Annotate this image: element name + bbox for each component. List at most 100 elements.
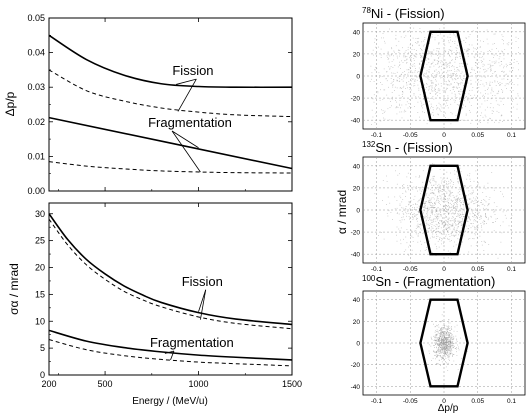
scatter-point: [440, 365, 441, 366]
scatter-point: [465, 37, 467, 39]
scatter-point: [438, 355, 440, 356]
scatter-point: [458, 221, 460, 223]
scatter-point: [507, 44, 509, 46]
scatter-point: [420, 228, 421, 230]
scatter-point: [442, 356, 443, 358]
scatter-point: [445, 224, 446, 226]
scatter-point: [450, 337, 452, 339]
scatter-point: [430, 229, 432, 231]
scatter-point: [457, 78, 458, 79]
scatter-point: [467, 174, 468, 176]
scatter-point: [439, 238, 440, 240]
scatter-point: [433, 198, 435, 200]
scatter-point: [461, 218, 463, 219]
scatter-point: [459, 55, 461, 57]
scatter-point: [455, 118, 457, 119]
scatter-point: [419, 69, 421, 71]
scatter-point: [429, 192, 431, 194]
scatter-point: [417, 234, 419, 236]
scatter-point: [427, 224, 429, 226]
scatter-point: [499, 56, 501, 58]
scatter-point: [450, 73, 452, 75]
scatter-point: [480, 202, 482, 203]
scatter-point: [371, 72, 373, 74]
scatter-point: [409, 30, 410, 32]
scatter-point: [396, 101, 397, 103]
scatter-point: [450, 352, 452, 354]
scatter-point: [483, 220, 485, 222]
scatter-point: [448, 49, 450, 50]
scatter-point: [476, 66, 478, 68]
scatter-point: [445, 211, 447, 212]
scatter-point: [453, 197, 455, 199]
scatter-point: [404, 209, 406, 211]
scatter-point: [465, 206, 466, 208]
scatter-point: [402, 62, 404, 63]
scatter-point: [448, 190, 450, 192]
scatter-point: [428, 50, 430, 52]
scatter-point: [418, 177, 420, 178]
scatter-point: [442, 340, 443, 342]
scatter-point: [447, 350, 449, 351]
scatter-point: [476, 236, 478, 238]
scatter-point: [476, 227, 478, 229]
scatter-point: [455, 86, 457, 88]
scatter-point: [425, 205, 426, 207]
scatter-point: [411, 205, 412, 206]
scatter-point: [440, 214, 442, 216]
scatter-point: [455, 234, 457, 236]
scatter-point: [429, 43, 430, 44]
scatter-point: [456, 201, 457, 203]
ytick-label: 25: [35, 236, 45, 246]
scatter-point: [437, 240, 439, 242]
scatter-point: [492, 95, 493, 96]
scatter-point: [450, 353, 451, 354]
scatter-point: [455, 224, 457, 226]
scatter-point: [414, 79, 416, 81]
scatter-point: [411, 235, 413, 237]
scatter-point: [509, 64, 511, 65]
scatter-point: [424, 37, 426, 38]
scatter-point: [452, 230, 454, 232]
scatter-point: [413, 93, 415, 94]
scatter-point: [439, 343, 441, 345]
scatter-point: [502, 90, 504, 92]
scatter-point: [459, 165, 460, 166]
scatter-point: [464, 216, 466, 217]
scatter-point: [442, 340, 444, 341]
scatter-point: [467, 55, 469, 57]
scatter-point: [394, 90, 395, 91]
scatter-point: [503, 54, 505, 56]
scatter-point: [445, 333, 447, 335]
scatter-point: [473, 216, 475, 218]
scatter-point: [477, 53, 479, 55]
scatter-point: [402, 185, 403, 186]
scatter-point: [406, 82, 407, 83]
scatter-point: [395, 38, 397, 40]
scatter-point: [457, 69, 459, 70]
scatter-point: [460, 83, 461, 85]
scatter-point: [435, 181, 437, 183]
scatter-point: [402, 47, 403, 49]
scatter-point: [458, 223, 459, 224]
scatter-point: [417, 41, 419, 43]
scatter-point: [412, 44, 413, 46]
scatter-point: [438, 202, 440, 204]
scatter-point: [400, 243, 402, 245]
annotation-pointer: [177, 78, 197, 112]
scatter-point: [469, 185, 470, 187]
scatter-point: [441, 331, 443, 333]
scatter-point: [440, 62, 442, 64]
scatter-point: [443, 328, 445, 330]
scatter-point: [446, 345, 447, 346]
scatter-point: [480, 217, 482, 219]
scatter-point: [438, 54, 439, 56]
scatter-point: [490, 216, 492, 218]
scatter-point: [442, 338, 444, 340]
scatter-point: [381, 84, 383, 85]
scatter-point: [459, 98, 460, 100]
scatter-point: [448, 207, 450, 209]
scatter-point: [509, 97, 511, 99]
scatter-point: [483, 52, 485, 53]
scatter-point: [514, 59, 515, 60]
